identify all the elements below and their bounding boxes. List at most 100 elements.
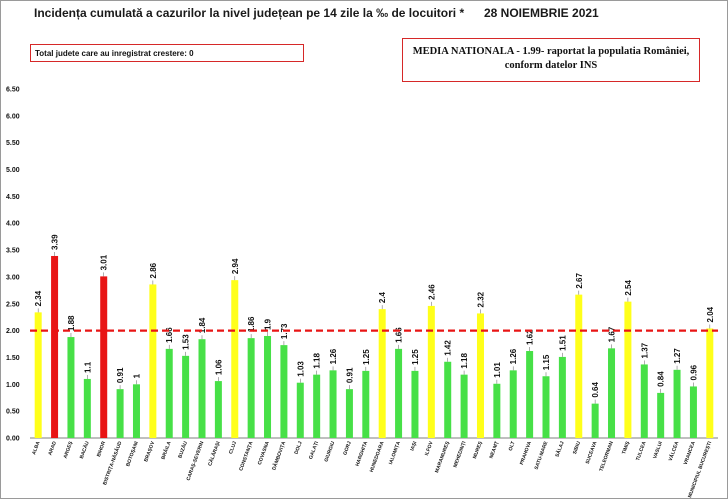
data-label: 2.86 — [149, 262, 158, 278]
data-label: 1.53 — [182, 334, 191, 350]
bar — [689, 386, 697, 438]
y-tick-label: 3.00 — [6, 274, 20, 281]
category-label: MARAMUREȘ — [434, 440, 451, 474]
data-label: 0.91 — [345, 367, 354, 383]
data-label: 2.94 — [231, 258, 240, 274]
y-tick-label: 5.00 — [6, 167, 20, 174]
bar — [264, 335, 272, 438]
bar — [427, 305, 435, 438]
bar — [673, 369, 681, 438]
category-label: GORJ — [342, 440, 353, 456]
data-label: 1.27 — [673, 348, 682, 364]
bar — [411, 370, 419, 438]
category-label: TIMIȘ — [621, 440, 631, 455]
data-label: 0.91 — [116, 367, 125, 383]
data-label: 1.25 — [362, 349, 371, 365]
data-label: 1.18 — [313, 353, 322, 369]
data-label: 1.86 — [247, 316, 256, 332]
data-label: 2.32 — [476, 291, 485, 307]
bar — [509, 370, 517, 438]
bar — [132, 384, 140, 438]
bar — [608, 348, 616, 438]
national-average-line1: MEDIA NATIONALA - 1.99- raportat la popu… — [412, 46, 690, 57]
bar — [575, 294, 583, 438]
bar — [624, 301, 632, 438]
category-label: SĂLAJ — [554, 440, 566, 458]
bar — [558, 356, 566, 438]
data-label: 2.34 — [34, 290, 43, 306]
bar — [395, 348, 403, 438]
bar — [476, 313, 484, 438]
category-label: OLT — [508, 441, 517, 452]
category-label: BIHOR — [96, 440, 107, 458]
y-tick-label: 5.50 — [6, 140, 20, 147]
data-label: 1.1 — [83, 361, 92, 373]
data-label: 1.67 — [608, 326, 617, 342]
category-label: COVASNA — [257, 440, 271, 466]
bar — [100, 276, 108, 438]
chart-title: Incidența cumulată a cazurilor la nivel … — [34, 6, 465, 20]
category-label: BRĂILA — [160, 440, 173, 461]
data-label: 1.9 — [264, 318, 273, 330]
data-label: 3.39 — [51, 234, 60, 250]
category-label: ILFOV — [424, 440, 435, 457]
category-label: VRANCEA — [683, 440, 697, 466]
data-label: 1.42 — [444, 340, 453, 356]
data-label: 1.26 — [509, 348, 518, 364]
category-label: ARGEȘ — [63, 440, 75, 459]
y-tick-label: 2.00 — [6, 328, 20, 335]
national-average-line2: conform datelor INS — [504, 60, 598, 71]
bar — [329, 370, 337, 438]
y-tick-label: 0.00 — [6, 436, 20, 443]
data-label: 1.66 — [395, 327, 404, 343]
category-label: PRAHOVA — [519, 440, 533, 466]
chart-date: 28 NOIEMBRIE 2021 — [484, 6, 599, 20]
bar — [296, 382, 304, 438]
category-label: DÂMBOVIȚA — [270, 440, 287, 471]
bar — [460, 374, 468, 438]
bar — [116, 389, 124, 438]
category-label: CĂLĂRAȘI — [206, 440, 222, 467]
category-label: GALAȚI — [308, 440, 320, 460]
bar — [493, 383, 501, 438]
data-label: 2.67 — [575, 273, 584, 289]
bar — [198, 339, 206, 438]
category-label: TULCEA — [635, 440, 648, 461]
y-tick-label: 0.50 — [6, 409, 20, 416]
category-label: MUREȘ — [472, 440, 484, 460]
category-label: NEAMȚ — [489, 441, 501, 460]
data-label: 0.84 — [657, 371, 666, 387]
data-label: 1.37 — [640, 342, 649, 358]
bar — [83, 378, 91, 438]
bar — [313, 374, 321, 438]
bar — [542, 376, 550, 438]
category-label: GIURGIU — [323, 440, 336, 463]
category-label: TELEORMAN — [598, 440, 615, 472]
data-label: 1.15 — [542, 354, 551, 370]
data-label: 1.66 — [165, 327, 174, 343]
data-label: 0.64 — [591, 382, 600, 398]
category-label: SUCEAVA — [585, 440, 599, 465]
category-label: VASLUI — [652, 440, 664, 460]
category-label: BOTOȘANI — [125, 440, 140, 467]
bar — [345, 389, 353, 438]
category-label: SIBIU — [572, 440, 582, 455]
bar — [231, 280, 239, 438]
bar — [182, 355, 190, 438]
bar — [149, 284, 157, 438]
bar — [444, 361, 452, 438]
data-label: 1.62 — [526, 329, 535, 345]
bar — [165, 348, 173, 438]
data-label: 3.01 — [100, 254, 109, 270]
bar — [362, 370, 370, 438]
data-label: 2.54 — [624, 280, 633, 296]
data-label: 1.06 — [214, 359, 223, 375]
bar — [67, 337, 75, 438]
category-label: BACĂU — [78, 440, 91, 460]
category-label: CARAȘ-SEVERIN — [186, 440, 206, 481]
bar — [34, 312, 42, 438]
category-label: BRAȘOV — [143, 440, 156, 463]
category-label: BUZĂU — [176, 440, 189, 459]
category-label: IAȘI — [409, 440, 418, 452]
